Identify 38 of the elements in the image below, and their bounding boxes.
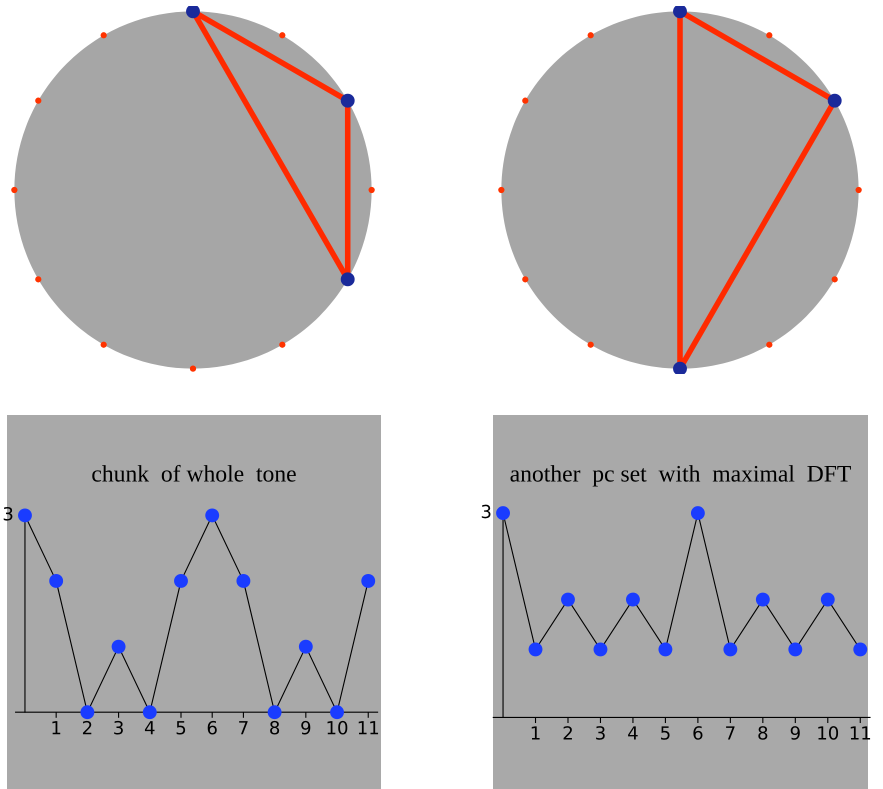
point	[18, 508, 32, 522]
x-tick-label: 11	[850, 726, 870, 740]
point	[142, 705, 157, 720]
x-tick-label: 8	[270, 720, 280, 735]
point	[80, 705, 94, 720]
x-tick-label: 3	[596, 726, 605, 740]
x-tick-label: 7	[239, 721, 248, 734]
x-tick-label: 5	[661, 726, 670, 740]
x-tick-label: 4	[144, 721, 155, 734]
text: 3	[4, 506, 12, 521]
point	[298, 640, 313, 654]
x-tick-label: 9	[790, 726, 800, 740]
chart-title: chunk of whole tone	[92, 464, 296, 482]
point	[330, 705, 344, 720]
x-tick-label: 2	[564, 726, 572, 740]
text: 3	[482, 504, 490, 518]
x-tick-label: 10	[818, 726, 838, 740]
point	[268, 705, 282, 720]
x-tick-label: 10	[328, 720, 348, 735]
chart-title: another pc set with maximal DFT	[510, 465, 851, 486]
x-tick-label: 1	[52, 721, 60, 734]
x-tick-label: 8	[758, 726, 768, 740]
x-tick-label: 3	[114, 720, 123, 735]
x-tick-label: 1	[532, 726, 540, 740]
point	[112, 640, 126, 654]
x-tick-label: 6	[693, 726, 702, 740]
x-tick-label: 2	[82, 720, 92, 734]
x-tick-label: 4	[628, 726, 638, 740]
x-tick-label: 7	[726, 726, 735, 740]
x-tick-label: 9	[301, 720, 310, 735]
point	[236, 574, 250, 588]
x-tick-label: 5	[176, 721, 186, 735]
x-tick-label: 6	[208, 720, 217, 735]
point	[361, 574, 376, 588]
x-tick-label: 11	[358, 721, 378, 734]
point	[205, 508, 220, 522]
point	[49, 574, 64, 588]
point	[174, 574, 188, 588]
